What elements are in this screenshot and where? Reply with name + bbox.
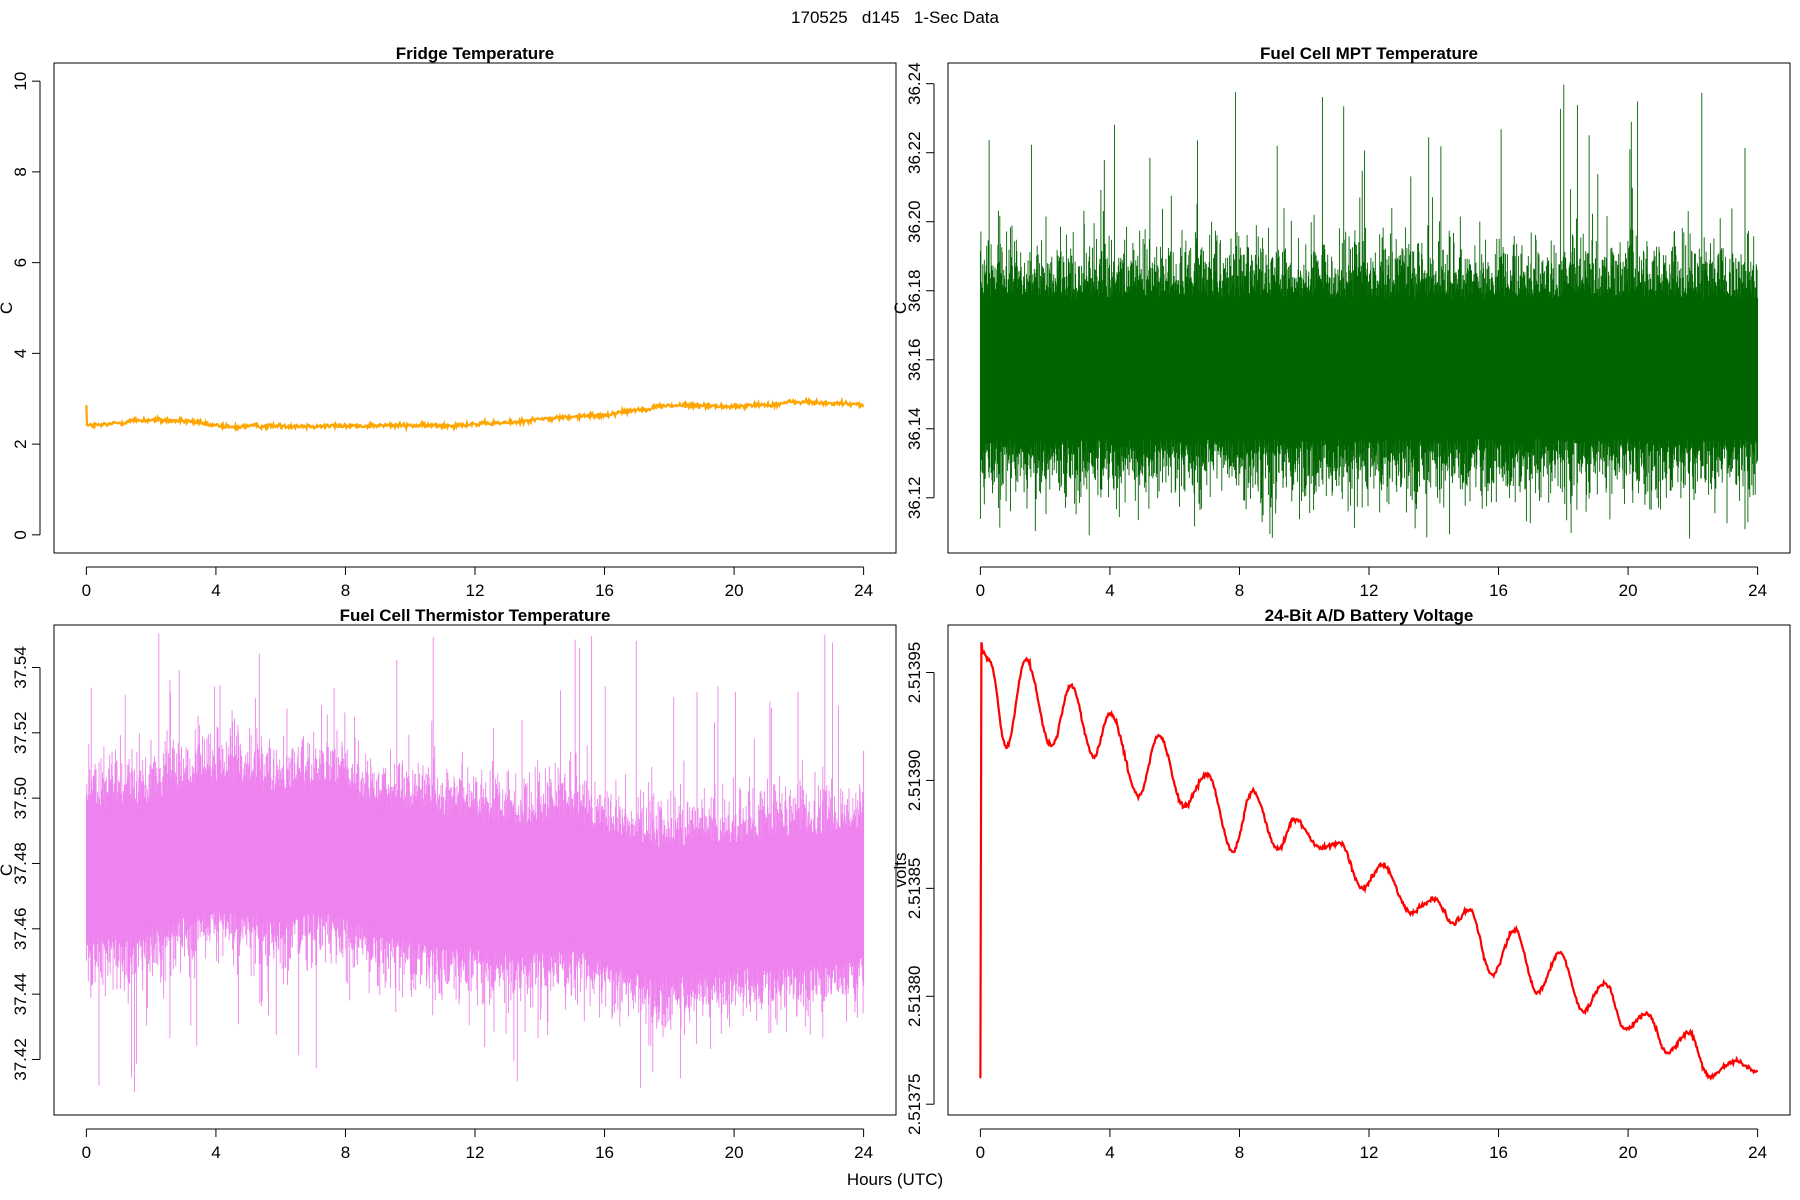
battery-y-tick-label: 2.51380 (905, 966, 924, 1027)
fridge-y-tick-label: 8 (11, 167, 30, 176)
fridge-x-tick-label: 12 (466, 581, 485, 600)
fridge-series (85, 396, 865, 433)
mpt-x-tick-label: 16 (1489, 581, 1508, 600)
fridge-y-axis-label: C (0, 302, 16, 314)
fridge-x-tick-label: 16 (595, 581, 614, 600)
fridge-line (85, 396, 865, 433)
battery-y-tick-label: 2.51375 (905, 1073, 924, 1134)
battery-panel: 24-Bit A/D Battery Voltage 0 4 8 12 16 20 24 2.5… (891, 606, 1791, 1162)
fridge-y-tick-label: 10 (11, 72, 30, 91)
mpt-y-tick-label: 36.24 (905, 62, 924, 105)
thermistor-x-tick-label: 20 (725, 1143, 744, 1162)
figure-x-axis-label: Hours (UTC) (847, 1170, 943, 1189)
fridge-panel: Fridge Temperature048121620240246810C (0, 44, 897, 600)
mpt-x-tick-label: 4 (1105, 581, 1114, 600)
battery-title: 24-Bit A/D Battery Voltage (1265, 606, 1474, 625)
thermistor-y-tick-label: 37.46 (11, 908, 30, 951)
mpt-x-tick-label: 8 (1235, 581, 1244, 600)
fridge-x-tick-label: 24 (854, 581, 873, 600)
mpt-x-tick-label: 12 (1360, 581, 1379, 600)
battery-x-tick-label: 8 (1235, 1143, 1244, 1162)
battery-y-tick-label: 2.51390 (905, 750, 924, 811)
battery-x-tick-label: 12 (1360, 1143, 1379, 1162)
battery-x-tick-label: 4 (1105, 1143, 1114, 1162)
mpt-y-axis-label: C (891, 302, 910, 314)
mpt-x-tick-label: 20 (1619, 581, 1638, 600)
fridge-y-tick-label: 2 (11, 439, 30, 448)
thermistor-frame (53, 624, 897, 1116)
fridge-frame (53, 62, 897, 554)
battery-y-tick-label: 2.51385 (905, 858, 924, 919)
fridge-x-tick-label: 0 (82, 581, 91, 600)
fridge-y-tick-label: 4 (11, 349, 30, 358)
battery-y-tick-label: 2.51395 (905, 642, 924, 703)
thermistor-title: Fuel Cell Thermistor Temperature (340, 606, 611, 625)
battery-x-tick-label: 24 (1748, 1143, 1767, 1162)
thermistor-x-tick-label: 0 (82, 1143, 91, 1162)
fridge-x-tick-label: 4 (211, 581, 220, 600)
mpt-frame (947, 62, 1791, 554)
thermistor-x-tick-label: 4 (211, 1143, 220, 1162)
mpt-panel: Fuel Cell MPT Temperature 0 4 8 12 16 20 24 36.1… (891, 44, 1791, 600)
thermistor-y-tick-label: 37.42 (11, 1038, 30, 1081)
battery-frame (947, 624, 1791, 1116)
mpt-y-tick-label: 36.12 (905, 477, 924, 520)
mpt-y-tick-label: 36.16 (905, 338, 924, 381)
thermistor-y-tick-label: 37.48 (11, 842, 30, 885)
fridge-y-tick-label: 6 (11, 258, 30, 267)
thermistor-y-tick-label: 37.52 (11, 712, 30, 755)
battery-x-tick-label: 20 (1619, 1143, 1638, 1162)
thermistor-x-tick-label: 24 (854, 1143, 873, 1162)
mpt-y-tick-label: 36.22 (905, 131, 924, 174)
figure-title: 170525 d145 1-Sec Data (791, 8, 999, 27)
battery-series (979, 642, 1759, 1081)
thermistor-y-axis-label: C (0, 864, 16, 876)
thermistor-y-tick-label: 37.50 (11, 777, 30, 820)
mpt-x-tick-label: 0 (976, 581, 985, 600)
thermistor-panel: Fuel Cell Thermistor Temperature 0 4 8 12 16 2… (0, 606, 897, 1162)
battery-x-tick-label: 0 (976, 1143, 985, 1162)
mpt-x-tick-label: 24 (1748, 581, 1767, 600)
thermistor-band (86, 785, 864, 972)
thermistor-x-tick-label: 12 (466, 1143, 485, 1162)
fridge-x-tick-label: 8 (341, 581, 350, 600)
mpt-band (980, 306, 1758, 430)
mpt-y-tick-label: 36.18 (905, 269, 924, 312)
fridge-x-tick-label: 20 (725, 581, 744, 600)
battery-x-tick-label: 16 (1489, 1143, 1508, 1162)
mpt-title: Fuel Cell MPT Temperature (1260, 44, 1478, 63)
fridge-y-tick-label: 0 (11, 530, 30, 539)
thermistor-series (85, 633, 865, 1092)
thermistor-y-tick-label: 37.44 (11, 973, 30, 1016)
battery-y-axis-label: volts (891, 853, 910, 888)
thermistor-x-tick-label: 8 (341, 1143, 350, 1162)
mpt-series (979, 84, 1759, 539)
fridge-title: Fridge Temperature (396, 44, 554, 63)
mpt-y-tick-label: 36.14 (905, 408, 924, 451)
mpt-y-tick-label: 36.20 (905, 200, 924, 243)
thermistor-x-tick-label: 16 (595, 1143, 614, 1162)
battery-line (979, 642, 1759, 1081)
thermistor-y-tick-label: 37.54 (11, 646, 30, 689)
